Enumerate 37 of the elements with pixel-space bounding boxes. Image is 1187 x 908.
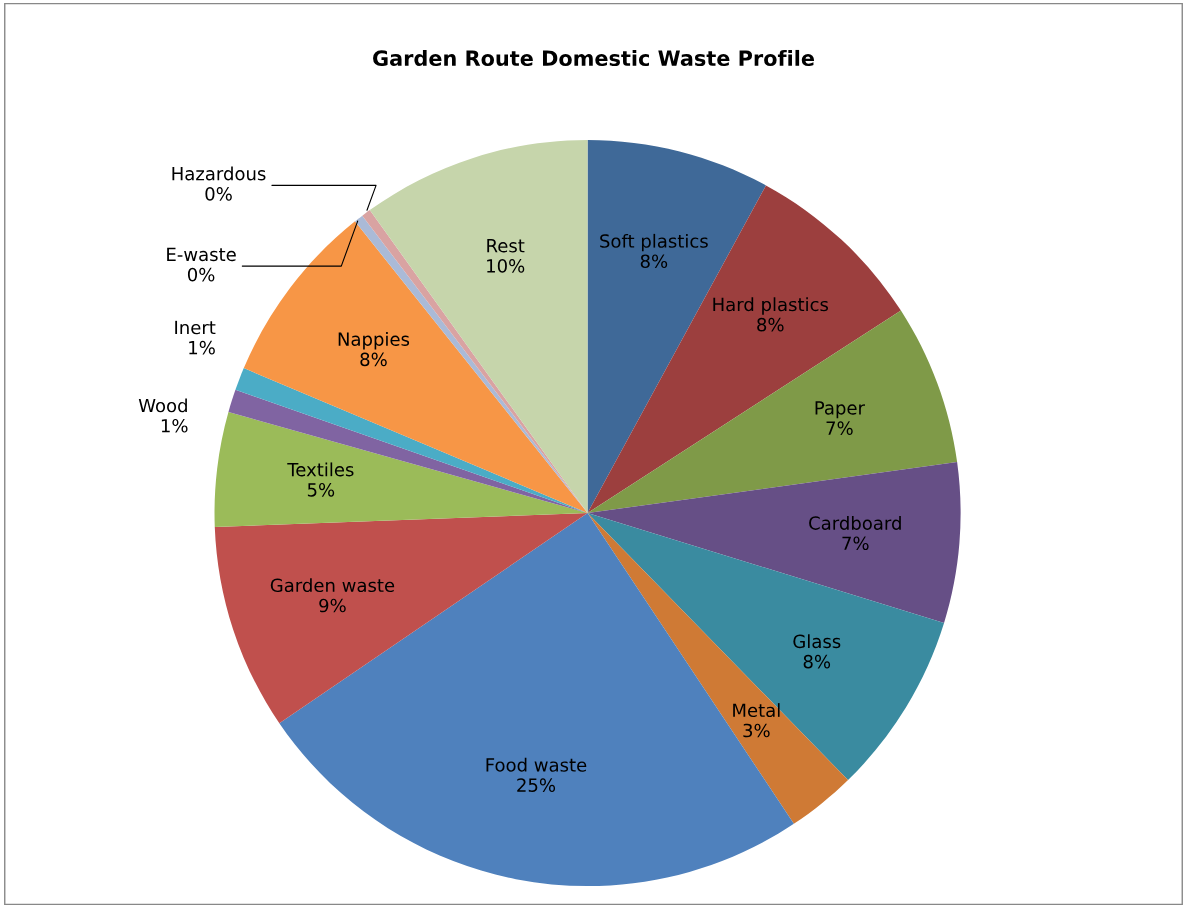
slice-label: Metal <box>733 703 780 718</box>
chart-title: Garden Route Domestic Waste Profile <box>373 49 814 67</box>
pie-slice <box>214 411 588 527</box>
data-label: 8% <box>640 254 668 269</box>
data-label: 3% <box>743 723 770 738</box>
slice-label: Inert <box>175 320 216 335</box>
data-label: 8% <box>360 352 387 367</box>
slice-label: E-waste <box>167 247 236 262</box>
data-label: 8% <box>757 317 784 332</box>
data-label: 9% <box>319 598 346 613</box>
data-label: 0% <box>187 267 215 282</box>
data-label: 0% <box>205 187 232 201</box>
data-label: 1% <box>161 418 188 433</box>
slice-label: Rest <box>487 239 525 253</box>
slice-label: Soft plastics <box>600 233 708 252</box>
pie-slice <box>214 513 588 724</box>
slice-label: Cardboard <box>809 515 901 530</box>
data-label: 7% <box>826 421 853 435</box>
data-label: 25% <box>517 778 556 792</box>
data-label: 8% <box>803 654 831 669</box>
slice-label: Hard plastics <box>713 297 829 315</box>
slice-label: Food waste <box>486 757 587 772</box>
pie-slice <box>587 462 961 623</box>
slice-label: Glass <box>793 634 841 649</box>
pie-slice <box>587 185 901 514</box>
data-label: 1% <box>189 340 215 355</box>
slice-label: Garden waste <box>270 578 395 593</box>
slice-label: Nappies <box>338 331 410 350</box>
slice-label: Wood <box>138 398 187 413</box>
pie-slice <box>587 513 945 781</box>
slice-label: Textiles <box>287 462 354 477</box>
data-label: 10% <box>487 259 525 273</box>
data-label: 5% <box>307 482 335 497</box>
slice-label: Hazardous <box>172 166 266 181</box>
pie-slice <box>243 221 588 514</box>
data-label: 7% <box>842 536 869 551</box>
slice-label: Paper <box>815 401 865 419</box>
